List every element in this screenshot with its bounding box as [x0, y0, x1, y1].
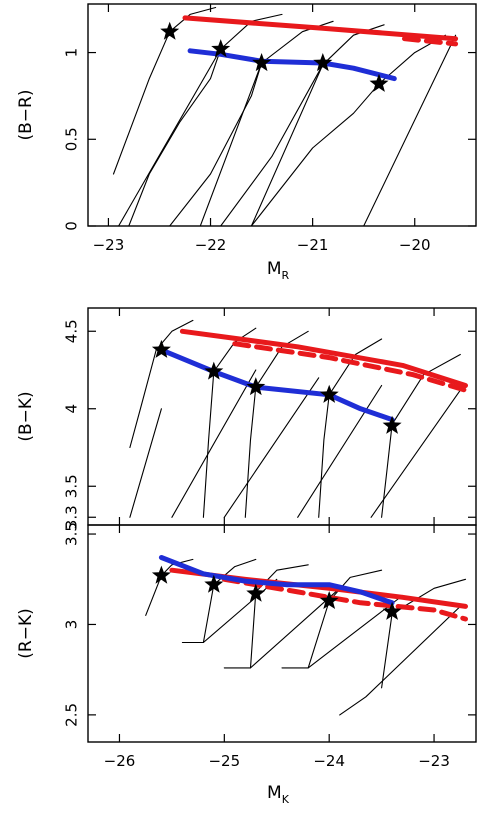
star-marker	[204, 574, 224, 593]
evolution-track-line	[250, 64, 324, 226]
evolution-track-line	[339, 605, 461, 716]
red-model-line	[182, 15, 459, 42]
x-axis-label-subscript: R	[282, 269, 290, 282]
x-tick-label: −22	[195, 236, 227, 254]
star-marker	[369, 73, 389, 92]
star-marker	[160, 21, 180, 40]
y-tick-label: 4.5	[63, 319, 81, 343]
y-tick-label: 3	[63, 620, 81, 630]
star-marker	[382, 601, 402, 620]
evolution-track-line	[169, 20, 334, 226]
evolution-track-line	[223, 587, 341, 669]
axes-frame	[87, 524, 477, 743]
star-marker	[319, 384, 339, 403]
axes-frame	[87, 3, 477, 227]
axes-frame	[87, 307, 477, 526]
star-marker	[204, 361, 224, 380]
panel-2: 3.3 3.5 4 4.5 (B−K)	[16, 307, 477, 529]
evolution-track-line	[129, 319, 194, 449]
plot-area	[129, 319, 468, 518]
red-model-dashed-line	[232, 341, 468, 393]
x-tick-label: −25	[208, 752, 240, 770]
evolution-track-line	[118, 48, 222, 226]
panel-3: −26 −25 −24 −23 2.5 3 3.5 (R−K) MK	[16, 522, 477, 806]
evolution-track-line	[223, 377, 320, 518]
evolution-track-line	[145, 558, 194, 616]
star-marker	[211, 39, 231, 58]
evolution-track-line	[129, 408, 162, 518]
star-marker	[246, 583, 266, 602]
blue-model-line	[158, 555, 395, 606]
evolution-track-line	[370, 389, 461, 518]
y-axis-label: (B−R)	[16, 90, 36, 141]
star-marker	[151, 339, 171, 358]
evolution-track-line	[202, 558, 257, 644]
x-tick-label: −26	[104, 752, 136, 770]
x-tick-label: −20	[399, 236, 431, 254]
star-marker	[382, 415, 402, 434]
evolution-track-line	[281, 594, 404, 669]
evolution-track-line	[297, 384, 383, 518]
evolution-track-line	[199, 62, 263, 226]
x-axis-label: MK	[267, 783, 290, 806]
evolution-track-line	[181, 578, 278, 644]
y-tick-label: 0	[63, 221, 81, 231]
x-tick-label: −24	[313, 752, 345, 770]
y-tick-label: 2.5	[63, 703, 81, 727]
y-axis-label: (B−K)	[16, 391, 36, 441]
evolution-track-line	[363, 34, 457, 226]
evolution-track-line	[250, 34, 446, 226]
y-axis-label: (R−K)	[16, 608, 36, 658]
plot-area	[145, 555, 468, 716]
x-tick-label: −21	[297, 236, 329, 254]
x-axis-label: MR	[267, 259, 290, 282]
star-marker	[252, 53, 272, 72]
red-model-dashed-line	[221, 576, 468, 622]
star-marker	[246, 377, 266, 396]
y-tick-label: 1	[63, 48, 81, 58]
evolution-track-line	[171, 369, 257, 518]
x-tick-label: −23	[93, 236, 125, 254]
star-marker	[313, 53, 333, 72]
y-tick-label: 3.5	[63, 522, 81, 546]
evolution-track-line	[244, 330, 309, 518]
evolution-track-line	[128, 13, 283, 226]
blue-model-line	[158, 347, 395, 423]
y-tick-label: 4	[63, 404, 81, 414]
x-tick-label: −23	[418, 752, 450, 770]
x-axis-label-subscript: K	[282, 793, 290, 806]
y-tick-label: 0.5	[63, 127, 81, 151]
y-tick-label: 3.3	[63, 505, 81, 529]
red-model-dashed-line	[402, 36, 459, 47]
plot-area	[112, 6, 459, 226]
red-model-line	[179, 328, 468, 388]
star-marker	[319, 591, 339, 609]
panel-1: −23 −22 −21 −20 0 0.5 1 (B−R) MR	[16, 3, 477, 282]
blue-model-line	[187, 48, 397, 82]
evolution-track-line	[220, 24, 385, 226]
star-marker	[151, 565, 171, 584]
y-tick-label: 3.5	[63, 474, 81, 498]
evolution-track-line	[202, 327, 257, 518]
